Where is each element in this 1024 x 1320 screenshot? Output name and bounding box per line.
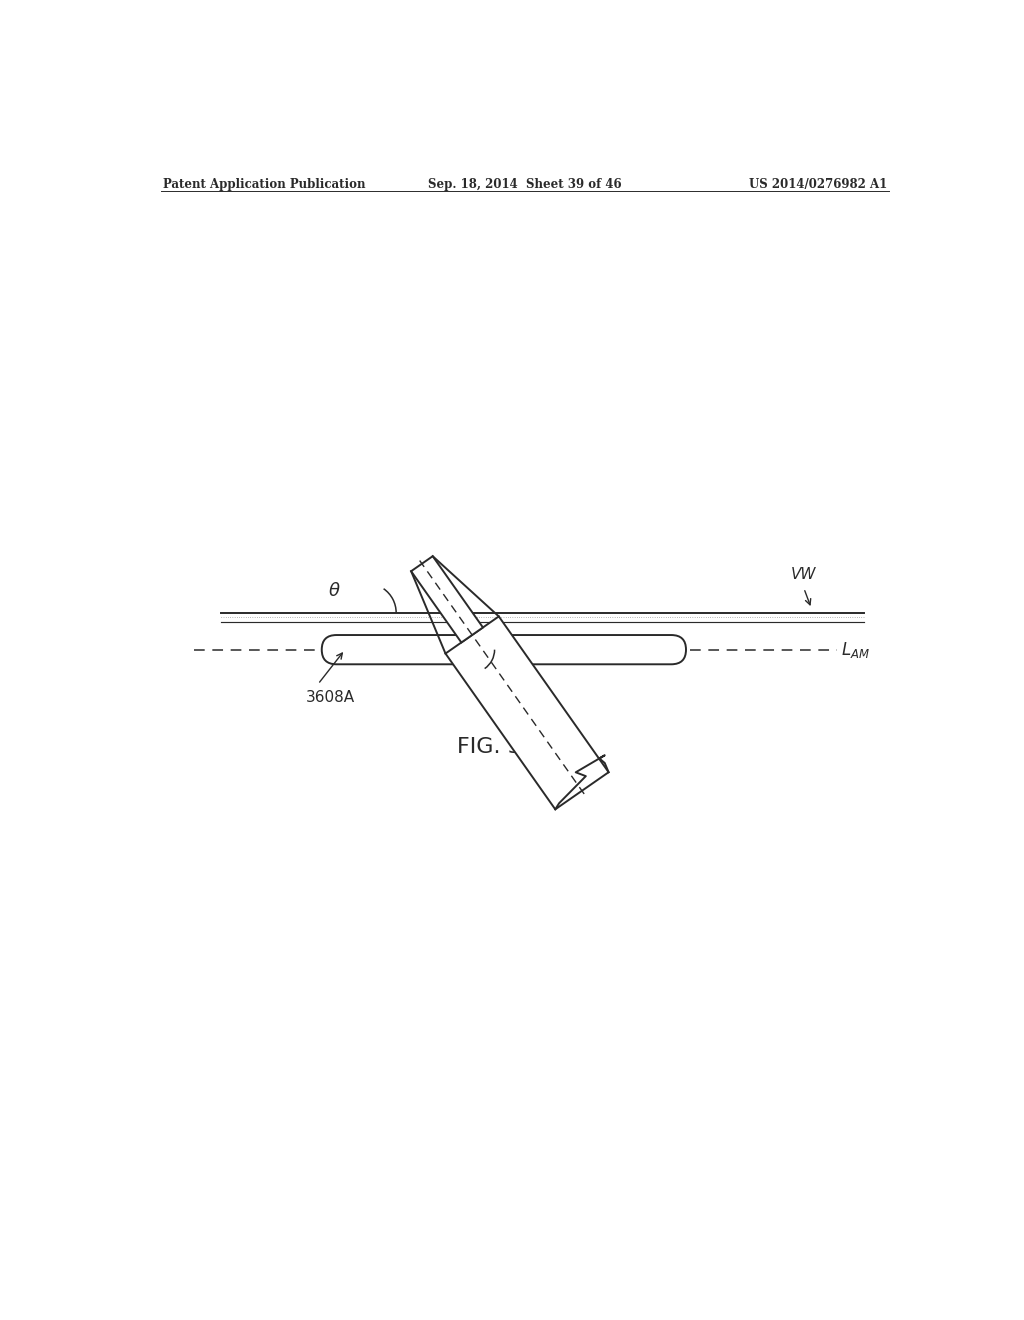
Text: θ: θ <box>329 582 340 601</box>
Text: $L_{AM}$: $L_{AM}$ <box>841 640 870 660</box>
Text: FIG. 36A: FIG. 36A <box>457 738 551 758</box>
Text: US 2014/0276982 A1: US 2014/0276982 A1 <box>750 178 888 190</box>
Text: VW: VW <box>791 566 816 582</box>
Text: 3608A: 3608A <box>306 690 355 705</box>
Text: Patent Application Publication: Patent Application Publication <box>163 178 366 190</box>
FancyBboxPatch shape <box>322 635 686 664</box>
Text: Sep. 18, 2014  Sheet 39 of 46: Sep. 18, 2014 Sheet 39 of 46 <box>428 178 622 190</box>
Text: $L_{AD}$: $L_{AD}$ <box>506 721 534 741</box>
Polygon shape <box>411 556 483 643</box>
Polygon shape <box>445 616 608 809</box>
Text: θ: θ <box>499 657 509 676</box>
